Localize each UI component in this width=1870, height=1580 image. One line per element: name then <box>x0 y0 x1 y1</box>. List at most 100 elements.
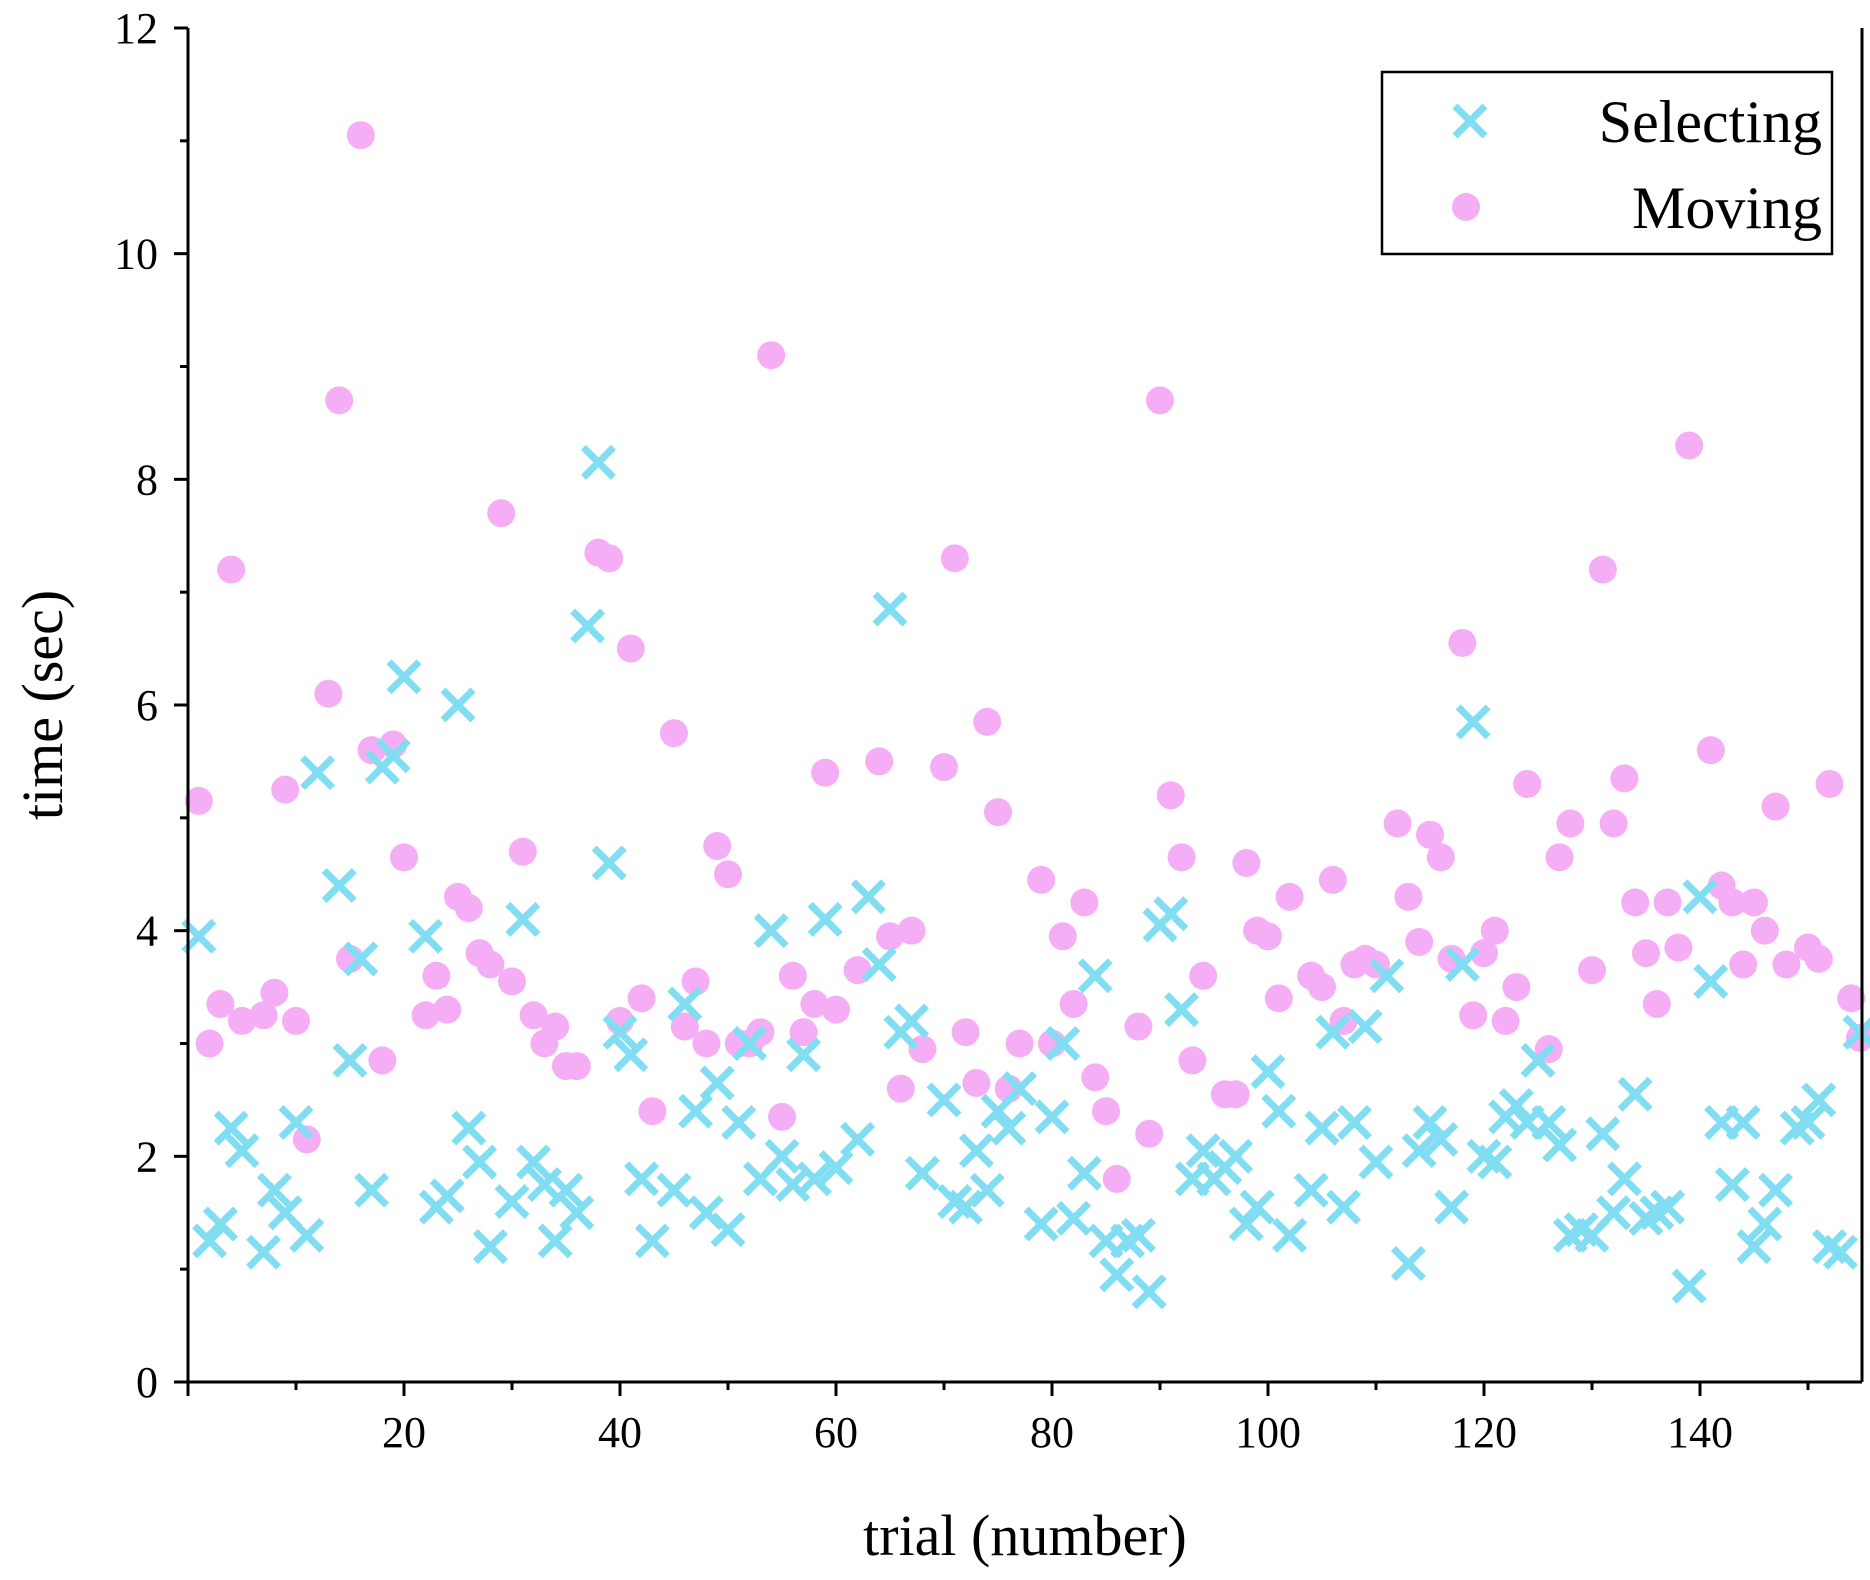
point-moving-129 <box>1750 916 1779 945</box>
point-moving-52 <box>800 990 829 1019</box>
point-selecting-96 <box>1315 1014 1351 1050</box>
point-moving-63 <box>951 1018 980 1047</box>
point-selecting-32 <box>570 608 606 644</box>
point-moving-26 <box>498 967 526 996</box>
point-selecting-99 <box>1347 1009 1383 1045</box>
point-moving-69 <box>1027 865 1056 894</box>
point-selecting-73 <box>1056 1200 1092 1236</box>
point-selecting-69 <box>1002 1071 1038 1107</box>
x-tick-label: 80 <box>1030 1408 1074 1457</box>
y-tick-label: 12 <box>114 4 158 53</box>
point-selecting-65 <box>958 1133 994 1169</box>
point-selecting-62 <box>926 1082 962 1118</box>
point-selecting-91 <box>1250 1054 1286 1090</box>
point-selecting-110 <box>1477 1144 1513 1180</box>
point-selecting-101 <box>1369 958 1405 994</box>
point-selecting-43 <box>699 1065 735 1101</box>
x-tick-label: 40 <box>598 1408 642 1457</box>
point-selecting-121 <box>1596 1195 1632 1231</box>
point-moving-0 <box>184 786 213 815</box>
point-moving-24 <box>476 950 505 979</box>
point-selecting-34 <box>591 845 627 881</box>
point-moving-81 <box>1167 843 1196 872</box>
point-moving-20 <box>433 995 462 1024</box>
point-moving-92 <box>1308 973 1336 1002</box>
point-moving-124 <box>1696 736 1725 765</box>
point-moving-61 <box>930 753 958 782</box>
point-selecting-33 <box>580 444 616 480</box>
point-moving-79 <box>1146 386 1174 415</box>
point-selecting-112 <box>1498 1088 1534 1124</box>
point-moving-120 <box>1642 990 1671 1019</box>
point-selecting-137 <box>1790 1105 1826 1140</box>
point-moving-39 <box>660 719 688 748</box>
point-selecting-55 <box>840 1121 876 1157</box>
x-axis-title: trial (number) <box>863 1503 1187 1568</box>
plot-area <box>181 121 1870 1310</box>
point-moving-41 <box>681 967 710 996</box>
point-moving-22 <box>454 894 483 923</box>
point-selecting-108 <box>1455 704 1491 740</box>
point-selecting-31 <box>559 1195 595 1231</box>
point-selecting-11 <box>321 868 357 904</box>
series-selecting <box>181 444 1870 1310</box>
point-moving-86 <box>1232 848 1261 877</box>
y-tick-label: 0 <box>136 1358 158 1407</box>
point-moving-122 <box>1664 933 1693 962</box>
point-selecting-80 <box>1131 1274 1167 1310</box>
point-selecting-22 <box>451 1110 487 1146</box>
point-selecting-21 <box>440 687 476 723</box>
legend-marker-moving <box>1452 193 1480 221</box>
point-moving-119 <box>1632 939 1660 968</box>
point-selecting-48 <box>753 913 789 949</box>
point-moving-64 <box>962 1068 991 1097</box>
point-selecting-66 <box>969 1172 1005 1208</box>
point-moving-32 <box>562 1052 591 1081</box>
point-moving-58 <box>886 1074 915 1103</box>
point-selecting-9 <box>289 1217 325 1253</box>
point-moving-104 <box>1448 628 1477 657</box>
point-selecting-134 <box>1747 1206 1783 1242</box>
point-selecting-52 <box>796 1161 832 1197</box>
point-selecting-100 <box>1358 1144 1394 1180</box>
x-tick-label: 60 <box>814 1408 858 1457</box>
y-tick-label: 2 <box>136 1132 158 1181</box>
y-axis-title: time (sec) <box>10 590 75 820</box>
point-moving-109 <box>1502 973 1531 1002</box>
legend: Selecting Moving <box>1380 70 1834 256</box>
point-moving-68 <box>1005 1029 1034 1058</box>
point-selecting-56 <box>850 879 886 915</box>
point-selecting-2 <box>202 1206 238 1242</box>
point-selecting-38 <box>634 1223 670 1259</box>
point-selecting-82 <box>1153 896 1189 932</box>
point-selecting-60 <box>894 1003 930 1039</box>
point-selecting-8 <box>278 1105 314 1140</box>
point-moving-10 <box>314 679 343 708</box>
point-moving-89 <box>1264 984 1293 1013</box>
x-tick-label: 140 <box>1667 1408 1733 1457</box>
point-selecting-5 <box>246 1234 282 1270</box>
point-moving-121 <box>1653 888 1682 917</box>
point-moving-42 <box>692 1029 721 1058</box>
point-moving-113 <box>1556 809 1585 838</box>
point-moving-78 <box>1135 1119 1164 1148</box>
point-moving-71 <box>1048 922 1077 951</box>
point-selecting-98 <box>1336 1105 1372 1140</box>
point-moving-37 <box>627 984 656 1013</box>
point-moving-90 <box>1275 882 1304 911</box>
point-selecting-57 <box>861 947 897 982</box>
point-moving-82 <box>1178 1046 1207 1075</box>
point-moving-19 <box>422 961 451 990</box>
series-moving <box>184 121 1870 1193</box>
point-selecting-49 <box>764 1138 800 1174</box>
point-selecting-58 <box>872 591 908 627</box>
point-moving-7 <box>271 775 300 804</box>
point-selecting-39 <box>656 1172 692 1208</box>
point-selecting-83 <box>1164 992 1200 1028</box>
point-moving-102 <box>1426 843 1455 872</box>
point-moving-30 <box>541 1012 570 1041</box>
point-selecting-16 <box>375 738 411 774</box>
point-moving-130 <box>1761 792 1790 821</box>
point-moving-1 <box>195 1029 224 1058</box>
ticks: 0 2 4 6 8 10 12 20 40 60 80 100 120 140 <box>114 4 1810 1457</box>
